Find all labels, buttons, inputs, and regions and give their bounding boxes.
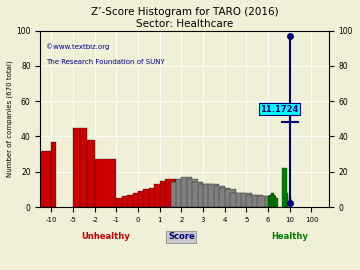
Y-axis label: Number of companies (670 total): Number of companies (670 total) [7, 60, 13, 177]
Bar [176, 179, 187, 207]
Bar [87, 140, 95, 207]
Bar [73, 128, 80, 207]
Bar [138, 191, 149, 207]
Bar [171, 182, 181, 207]
Bar [274, 197, 276, 207]
Bar [116, 198, 127, 207]
Bar [272, 195, 275, 207]
Bar [203, 184, 214, 207]
Bar [127, 195, 138, 207]
Bar [160, 181, 171, 207]
Bar [289, 197, 291, 207]
Bar [143, 189, 154, 207]
Text: Healthy: Healthy [271, 232, 308, 241]
Text: 11.1724: 11.1724 [260, 104, 298, 114]
Bar [165, 179, 176, 207]
Bar [132, 193, 143, 207]
Text: ©www.textbiz.org: ©www.textbiz.org [46, 43, 109, 50]
Bar [265, 197, 271, 207]
Title: Z’-Score Histogram for TARO (2016)
Sector: Healthcare: Z’-Score Histogram for TARO (2016) Secto… [91, 7, 278, 29]
Bar [149, 188, 160, 207]
Bar [95, 159, 116, 207]
Bar [154, 184, 165, 207]
Bar [270, 195, 272, 207]
Bar [30, 151, 51, 207]
Bar [198, 184, 208, 207]
Bar [241, 193, 252, 207]
Bar [252, 195, 263, 207]
Bar [230, 193, 241, 207]
Bar [80, 128, 87, 207]
Bar [257, 197, 268, 207]
Bar [247, 195, 257, 207]
Bar [208, 184, 219, 207]
Bar [235, 193, 247, 207]
Bar [275, 198, 278, 207]
Bar [51, 142, 56, 207]
Bar [268, 197, 271, 207]
Bar [282, 168, 287, 207]
Bar [271, 193, 274, 207]
Bar [214, 186, 225, 207]
Bar [122, 197, 132, 207]
Text: Unhealthy: Unhealthy [81, 232, 130, 241]
Text: Score: Score [168, 232, 195, 241]
Bar [225, 189, 235, 207]
Bar [187, 179, 198, 207]
Bar [192, 182, 203, 207]
Bar [181, 177, 192, 207]
Text: The Research Foundation of SUNY: The Research Foundation of SUNY [46, 59, 165, 65]
Bar [286, 193, 288, 207]
Bar [219, 188, 230, 207]
